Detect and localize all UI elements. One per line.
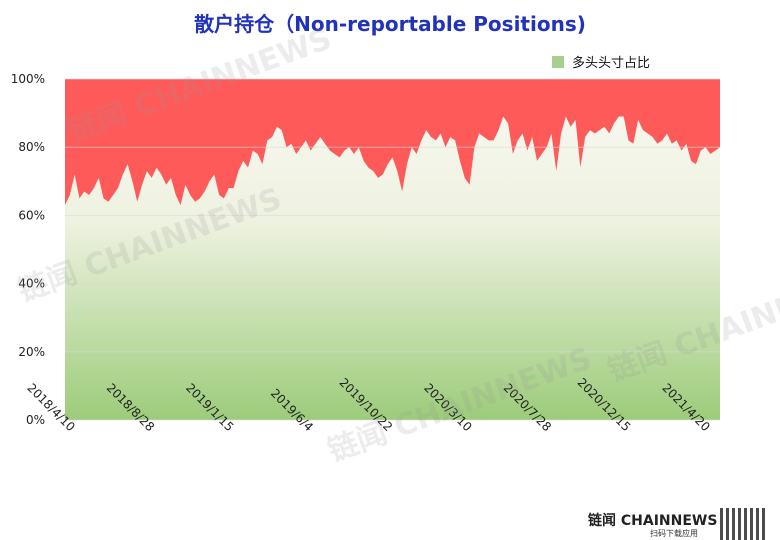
y-tick-label: 60%	[18, 208, 45, 222]
y-tick-label: 40%	[18, 277, 45, 291]
legend-swatch	[552, 55, 564, 68]
legend: 多头头寸占比	[552, 52, 650, 71]
y-tick-label: 100%	[11, 72, 45, 86]
legend-label: 多头头寸占比	[572, 56, 651, 71]
brand-subtitle: 扫码下载应用	[650, 529, 698, 538]
chart-title: 散户持仓（Non-reportable Positions)	[194, 12, 586, 36]
y-tick-label: 20%	[18, 345, 45, 359]
long-position-area	[65, 116, 720, 420]
brand-logo: 链闻 CHAINNEWS	[588, 513, 718, 529]
y-tick-label: 80%	[18, 140, 45, 154]
y-tick-label: 0%	[26, 413, 45, 427]
qr-code	[720, 508, 768, 540]
